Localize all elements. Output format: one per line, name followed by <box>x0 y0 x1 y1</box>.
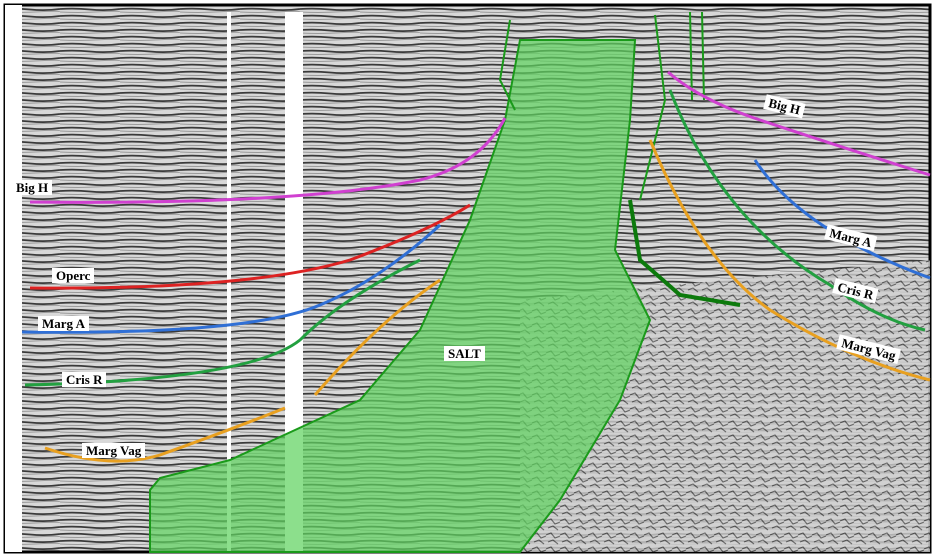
edge-strip <box>5 5 22 552</box>
seismic-figure: Big H Operc Marg A Cris R Marg Vag SALT … <box>0 0 936 554</box>
label: Operc <box>52 268 94 283</box>
label: Marg A <box>38 316 89 331</box>
label: Cris R <box>62 372 106 387</box>
label: Marg Vag <box>82 443 145 458</box>
label: SALT <box>444 346 485 361</box>
label: Big H <box>12 180 52 195</box>
seismic-section <box>0 0 936 554</box>
